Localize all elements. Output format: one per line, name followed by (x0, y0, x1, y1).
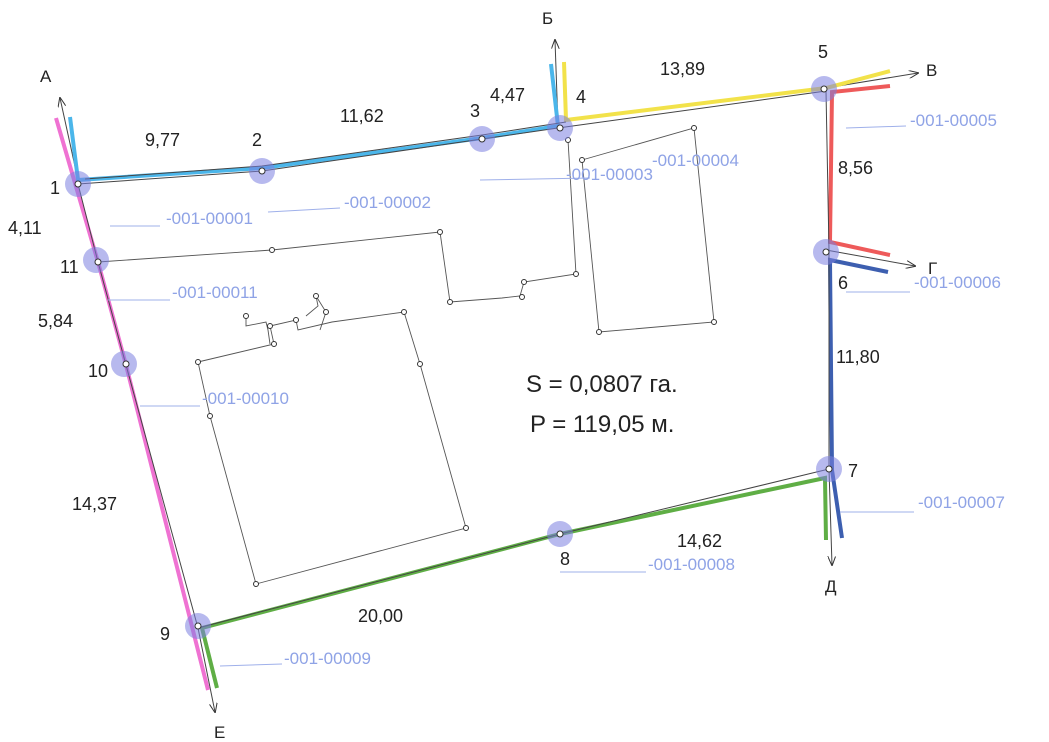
parcel-boundary (77, 90, 830, 629)
length-10-11: 5,84 (38, 311, 73, 331)
point-8: 8 (560, 549, 570, 569)
boundary-navy (827, 257, 889, 539)
direction-v: В (926, 61, 937, 80)
inner-fence (97, 139, 577, 303)
direction-labels: А Б В Г Д Е (40, 9, 937, 742)
cadastral-00008: -001-00008 (648, 555, 735, 574)
cadastral-00006: -001-00006 (914, 273, 1001, 292)
cadastral-00004: -001-00004 (652, 151, 739, 170)
cadastral-00002: -001-00002 (344, 193, 431, 212)
cadastral-00003: -001-00003 (566, 165, 653, 184)
building-annex (245, 316, 271, 345)
length-2-3: 11,62 (340, 106, 384, 126)
point-1: 1 (50, 178, 60, 198)
direction-d: Д (825, 577, 837, 596)
length-3-4: 4,47 (490, 85, 525, 105)
cadastral-00011: -001-00011 (172, 283, 258, 302)
cadastral-00005: -001-00005 (910, 111, 997, 130)
point-6: 6 (838, 273, 848, 293)
area-text: S = 0,0807 га. (526, 371, 678, 398)
boundary-yellow (562, 61, 891, 123)
point-labels: 1 2 3 4 5 6 7 8 9 10 11 (50, 42, 858, 644)
point-4: 4 (576, 87, 586, 107)
cadastral-dashes (108, 125, 914, 667)
cadastral-00001: -001-00001 (166, 209, 253, 228)
point-3: 3 (470, 101, 480, 121)
point-5: 5 (818, 42, 828, 62)
boundary-pink (54, 117, 210, 691)
length-4-5: 13,89 (660, 59, 705, 79)
length-5-6: 8,56 (838, 158, 873, 178)
interior-structures (97, 125, 717, 587)
length-7-8: 14,62 (677, 531, 722, 551)
building-annex-2 (305, 295, 327, 331)
direction-a: А (40, 67, 52, 86)
length-1-2: 9,77 (145, 130, 180, 150)
boundary-blue (68, 63, 561, 183)
cadastral-00007: -001-00007 (918, 493, 1005, 512)
length-11-1: 4,11 (8, 218, 42, 238)
cadastral-00009: -001-00009 (284, 649, 371, 668)
interior-nodes (195, 125, 717, 587)
cadastral-00010: -001-00010 (202, 389, 289, 408)
point-9: 9 (160, 624, 170, 644)
point-10: 10 (88, 361, 108, 381)
point-2: 2 (252, 130, 262, 150)
arrow-g (825, 249, 915, 266)
arrow-d (829, 468, 832, 565)
direction-e: Е (214, 723, 225, 742)
length-6-7: 11,80 (836, 347, 880, 367)
length-9-10: 14,37 (72, 494, 117, 514)
segment-lengths: 9,77 11,62 4,47 13,89 8,56 11,80 14,62 2… (8, 59, 880, 626)
point-11: 11 (60, 257, 79, 277)
arrow-e (197, 627, 215, 712)
neighbour-boundaries (54, 61, 891, 691)
point-7: 7 (848, 461, 858, 481)
cadastral-numbers: -001-00001 -001-00002 -001-00003 -001-00… (166, 111, 1005, 668)
length-8-9: 20,00 (358, 606, 403, 626)
direction-b: Б (542, 9, 553, 28)
boundary-red (827, 84, 891, 257)
parcel-boundary-inner (84, 121, 567, 180)
building-main (197, 311, 467, 585)
perimeter-text: P = 119,05 м. (530, 411, 674, 438)
boundary-vertices (65, 76, 842, 639)
direction-g: Г (928, 259, 937, 278)
